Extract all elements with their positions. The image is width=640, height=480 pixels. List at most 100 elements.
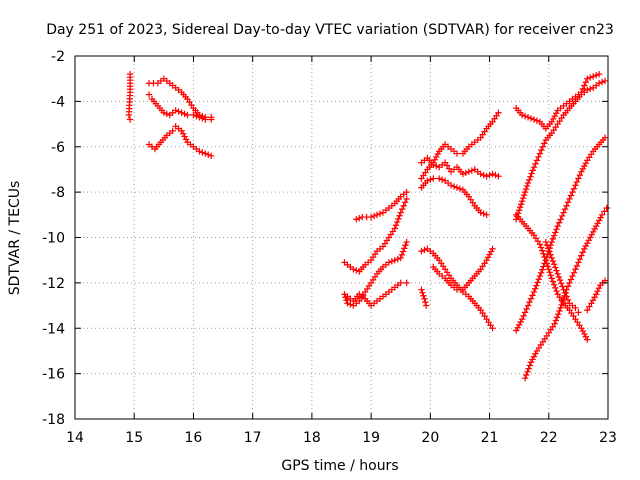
data-point bbox=[573, 262, 581, 270]
data-point bbox=[587, 85, 594, 93]
data-point bbox=[526, 176, 533, 184]
series-s18 bbox=[513, 134, 609, 334]
data-point bbox=[586, 303, 593, 310]
data-point bbox=[575, 175, 582, 182]
data-point bbox=[529, 292, 536, 299]
data-point bbox=[190, 111, 197, 119]
y-tick-label: -18 bbox=[42, 412, 65, 428]
data-point bbox=[535, 276, 542, 283]
y-tick-label: -2 bbox=[51, 49, 65, 65]
data-point bbox=[199, 149, 206, 156]
series-s2 bbox=[145, 75, 215, 121]
series-s3 bbox=[145, 91, 215, 123]
data-point bbox=[549, 257, 557, 265]
data-point bbox=[553, 267, 560, 274]
data-point bbox=[560, 209, 567, 216]
data-point bbox=[518, 111, 526, 119]
data-point bbox=[561, 289, 569, 297]
data-point bbox=[453, 286, 461, 293]
data-point bbox=[579, 327, 587, 335]
series-s17 bbox=[513, 211, 591, 343]
data-point bbox=[392, 222, 400, 229]
data-point bbox=[572, 266, 579, 273]
data-point bbox=[513, 213, 521, 220]
data-point bbox=[489, 245, 496, 253]
data-point bbox=[536, 272, 544, 280]
data-point bbox=[585, 237, 592, 244]
data-point bbox=[564, 296, 572, 304]
data-point bbox=[350, 266, 357, 273]
data-point bbox=[554, 222, 561, 230]
y-tick-label: -8 bbox=[51, 185, 65, 201]
data-point bbox=[172, 107, 179, 114]
data-point bbox=[521, 309, 529, 316]
data-point bbox=[370, 212, 378, 220]
data-point bbox=[422, 298, 429, 306]
data-point bbox=[569, 188, 576, 196]
data-point bbox=[401, 199, 409, 206]
data-point bbox=[566, 279, 573, 287]
data-point bbox=[578, 325, 585, 332]
data-point bbox=[584, 86, 591, 94]
data-point bbox=[582, 333, 589, 340]
data-point bbox=[518, 315, 526, 323]
data-point bbox=[422, 302, 430, 309]
data-point bbox=[489, 325, 496, 332]
data-point bbox=[558, 280, 565, 287]
data-point bbox=[579, 85, 587, 93]
data-point bbox=[524, 302, 532, 309]
data-point bbox=[520, 312, 527, 319]
data-point bbox=[584, 239, 591, 247]
data-point bbox=[539, 247, 546, 254]
data-point bbox=[589, 228, 597, 236]
data-point bbox=[421, 295, 428, 302]
data-point bbox=[483, 211, 490, 219]
data-point bbox=[557, 216, 564, 223]
data-point bbox=[523, 182, 531, 190]
data-point bbox=[601, 134, 609, 141]
data-point bbox=[484, 254, 492, 261]
data-point bbox=[569, 272, 576, 280]
data-point bbox=[524, 179, 532, 187]
data-point bbox=[552, 284, 559, 292]
data-point bbox=[453, 184, 461, 191]
data-point bbox=[344, 300, 351, 307]
series-s4 bbox=[145, 123, 215, 160]
data-point bbox=[545, 266, 552, 273]
data-point bbox=[178, 127, 185, 135]
data-point bbox=[515, 321, 523, 329]
data-points bbox=[125, 70, 611, 382]
data-point bbox=[552, 110, 560, 117]
data-point bbox=[550, 261, 558, 268]
data-point bbox=[592, 222, 600, 230]
data-point bbox=[447, 182, 455, 189]
data-point bbox=[193, 112, 200, 120]
data-point bbox=[523, 305, 530, 313]
data-point bbox=[402, 242, 409, 249]
data-point bbox=[483, 173, 490, 180]
data-point bbox=[591, 225, 598, 233]
y-tick-label: -14 bbox=[42, 321, 65, 337]
data-point bbox=[465, 168, 473, 175]
data-point bbox=[419, 289, 426, 296]
data-point bbox=[433, 162, 440, 170]
data-point bbox=[486, 171, 493, 179]
data-point bbox=[514, 324, 521, 331]
data-point bbox=[126, 116, 134, 123]
data-point bbox=[556, 307, 563, 315]
data-point bbox=[552, 264, 559, 271]
data-point bbox=[421, 246, 428, 254]
data-point bbox=[542, 238, 550, 246]
data-point bbox=[534, 279, 541, 286]
data-point bbox=[582, 159, 589, 167]
series-s9 bbox=[418, 286, 430, 309]
x-tick-label: 22 bbox=[540, 430, 558, 446]
grid bbox=[75, 56, 608, 419]
data-point bbox=[533, 117, 541, 124]
series-s14 bbox=[430, 245, 496, 293]
data-point bbox=[397, 279, 404, 287]
data-point bbox=[145, 91, 153, 98]
data-point bbox=[548, 118, 555, 125]
x-tick-label: 15 bbox=[125, 430, 143, 446]
